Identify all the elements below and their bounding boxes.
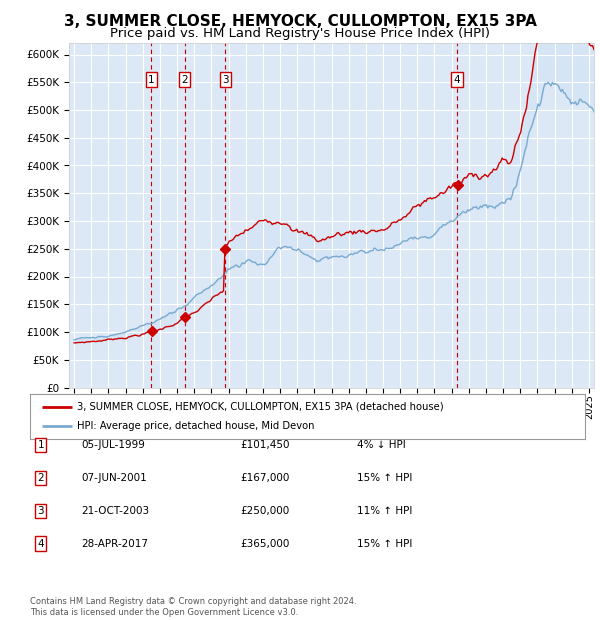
Text: 2: 2 xyxy=(181,74,188,84)
Text: £250,000: £250,000 xyxy=(240,506,289,516)
Text: 2: 2 xyxy=(37,473,44,483)
Text: Price paid vs. HM Land Registry's House Price Index (HPI): Price paid vs. HM Land Registry's House … xyxy=(110,27,490,40)
Text: £101,450: £101,450 xyxy=(240,440,290,450)
Text: 1: 1 xyxy=(37,440,44,450)
Text: 28-APR-2017: 28-APR-2017 xyxy=(81,539,148,549)
Text: 3, SUMMER CLOSE, HEMYOCK, CULLOMPTON, EX15 3PA (detached house): 3, SUMMER CLOSE, HEMYOCK, CULLOMPTON, EX… xyxy=(77,402,444,412)
Text: HPI: Average price, detached house, Mid Devon: HPI: Average price, detached house, Mid … xyxy=(77,422,314,432)
Text: 4% ↓ HPI: 4% ↓ HPI xyxy=(357,440,406,450)
Text: 4: 4 xyxy=(454,74,460,84)
Text: 3, SUMMER CLOSE, HEMYOCK, CULLOMPTON, EX15 3PA: 3, SUMMER CLOSE, HEMYOCK, CULLOMPTON, EX… xyxy=(64,14,536,29)
Text: 3: 3 xyxy=(37,506,44,516)
Text: 3: 3 xyxy=(222,74,229,84)
Text: 15% ↑ HPI: 15% ↑ HPI xyxy=(357,539,412,549)
Text: 15% ↑ HPI: 15% ↑ HPI xyxy=(357,473,412,483)
Text: £167,000: £167,000 xyxy=(240,473,289,483)
Text: 11% ↑ HPI: 11% ↑ HPI xyxy=(357,506,412,516)
Text: 05-JUL-1999: 05-JUL-1999 xyxy=(81,440,145,450)
Text: £365,000: £365,000 xyxy=(240,539,289,549)
Text: 07-JUN-2001: 07-JUN-2001 xyxy=(81,473,147,483)
Text: 21-OCT-2003: 21-OCT-2003 xyxy=(81,506,149,516)
Text: 1: 1 xyxy=(148,74,155,84)
Text: 4: 4 xyxy=(37,539,44,549)
Text: Contains HM Land Registry data © Crown copyright and database right 2024.
This d: Contains HM Land Registry data © Crown c… xyxy=(30,598,356,617)
